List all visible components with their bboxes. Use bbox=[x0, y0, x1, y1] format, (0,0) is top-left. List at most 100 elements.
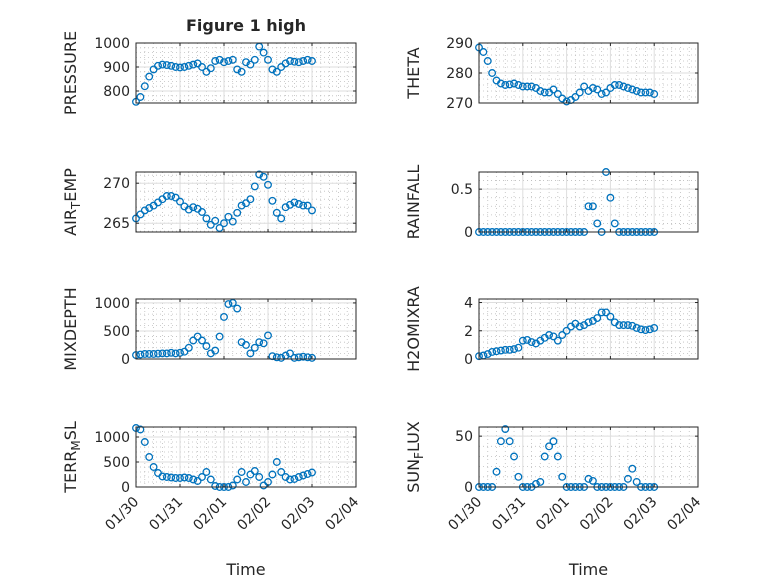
data-point bbox=[518, 82, 527, 91]
y-tick-label: 4 bbox=[464, 296, 473, 312]
data-point bbox=[180, 347, 189, 356]
data-point bbox=[492, 347, 501, 356]
data-point bbox=[303, 55, 312, 64]
data-point bbox=[272, 353, 281, 362]
data-point bbox=[140, 82, 149, 91]
data-point bbox=[198, 473, 206, 481]
x-tick-label: 02/01 bbox=[190, 494, 230, 534]
data-point bbox=[479, 48, 488, 56]
y-axis-label: PRESSURE bbox=[61, 31, 80, 115]
y-axis-label: H2OMIXRA bbox=[404, 286, 423, 372]
data-point bbox=[272, 67, 281, 76]
y-tick-label: 800 bbox=[103, 84, 130, 100]
data-point bbox=[281, 203, 290, 212]
data-point bbox=[584, 318, 593, 327]
y-tick-label: 500 bbox=[103, 324, 130, 340]
data-point bbox=[224, 212, 233, 221]
data-point bbox=[136, 350, 145, 359]
data-point bbox=[233, 65, 242, 74]
data-point bbox=[171, 193, 180, 202]
figure-title: Figure 1 high bbox=[186, 16, 306, 35]
axes-box bbox=[135, 298, 357, 360]
data-point bbox=[180, 473, 189, 482]
data-point bbox=[242, 199, 250, 208]
data-point bbox=[277, 468, 286, 476]
data-point bbox=[610, 81, 619, 89]
x-tick-label: 02/02 bbox=[577, 494, 617, 534]
data-point bbox=[162, 349, 171, 358]
data-point bbox=[505, 80, 514, 89]
x-tick-label: 01/31 bbox=[489, 494, 529, 534]
data-point bbox=[189, 475, 198, 484]
data-point bbox=[606, 193, 615, 202]
data-point bbox=[158, 60, 167, 69]
data-point bbox=[136, 210, 145, 219]
data-point bbox=[540, 452, 549, 461]
data-point bbox=[632, 87, 641, 95]
subplot-pressure: 800 900 1000 PRESSURE bbox=[61, 31, 357, 115]
data-point bbox=[518, 336, 527, 345]
data-point bbox=[184, 474, 193, 482]
data-point bbox=[206, 475, 215, 484]
data-point bbox=[299, 471, 308, 480]
data-point bbox=[308, 57, 316, 65]
data-point bbox=[553, 336, 562, 345]
data-point bbox=[540, 88, 549, 97]
data-point bbox=[536, 477, 545, 486]
data-point bbox=[198, 63, 206, 71]
data-point bbox=[202, 214, 211, 223]
data-point bbox=[637, 325, 646, 334]
y-axis-label: TERRMSL bbox=[61, 421, 83, 494]
data-point bbox=[483, 350, 492, 359]
data-point bbox=[233, 475, 242, 484]
x-tick-label: 02/04 bbox=[322, 494, 362, 534]
x-tick-label: 02/02 bbox=[234, 494, 274, 534]
axes-box bbox=[478, 298, 699, 360]
axes-box bbox=[135, 42, 357, 104]
y-tick-label: 1000 bbox=[94, 430, 130, 446]
data-point bbox=[527, 82, 536, 91]
data-point bbox=[242, 478, 250, 486]
x-tick-label: 02/03 bbox=[278, 494, 318, 534]
data-point bbox=[505, 437, 514, 446]
data-point bbox=[510, 345, 518, 354]
y-tick-label: 0 bbox=[121, 480, 130, 496]
data-point bbox=[597, 90, 606, 98]
data-point bbox=[619, 321, 628, 330]
data-point bbox=[264, 55, 272, 64]
data-point bbox=[523, 82, 532, 91]
data-point bbox=[277, 353, 286, 362]
data-point bbox=[606, 312, 615, 321]
y-tick-label: 280 bbox=[446, 66, 473, 82]
data-point bbox=[171, 474, 180, 482]
data-point bbox=[584, 474, 593, 483]
subplot-rainfall: 0 0.5 RAINFALL bbox=[404, 165, 699, 241]
data-point bbox=[553, 452, 562, 461]
data-point bbox=[189, 203, 198, 212]
data-point bbox=[215, 224, 224, 232]
axes-box bbox=[478, 426, 699, 488]
data-point bbox=[154, 349, 162, 358]
data-point bbox=[255, 170, 264, 179]
data-point bbox=[189, 336, 198, 345]
data-point bbox=[545, 442, 554, 451]
y-tick-label: 0 bbox=[464, 352, 473, 368]
subplot-air-temp: 265 270 AIRTEMP bbox=[61, 168, 357, 236]
data-point bbox=[303, 353, 312, 362]
data-point bbox=[575, 88, 584, 97]
data-point bbox=[588, 202, 597, 211]
data-point bbox=[145, 350, 154, 358]
data-point bbox=[281, 59, 290, 68]
data-point bbox=[184, 61, 193, 70]
data-point bbox=[220, 312, 228, 321]
axes-box bbox=[135, 426, 357, 488]
data-point bbox=[246, 349, 255, 358]
data-point bbox=[193, 332, 202, 341]
data-point bbox=[162, 61, 171, 70]
y-tick-label: 1000 bbox=[94, 296, 130, 312]
data-point bbox=[294, 58, 303, 67]
data-point bbox=[149, 350, 158, 358]
y-tick-label: 900 bbox=[103, 60, 130, 76]
data-point bbox=[545, 331, 554, 339]
data-point bbox=[619, 82, 628, 91]
